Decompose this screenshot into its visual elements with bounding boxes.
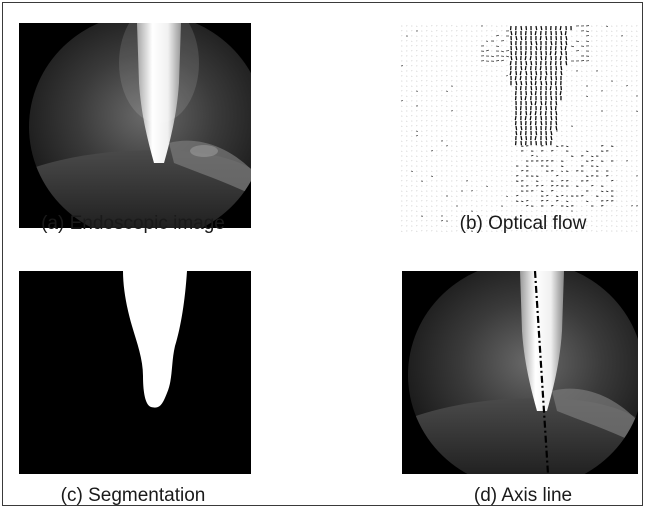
panel-endoscopic-image	[19, 23, 251, 228]
flow-vectors	[400, 25, 639, 232]
tool-axis-line	[533, 271, 550, 474]
tool-mask-region	[123, 271, 187, 408]
caption-b: (b) Optical flow	[459, 213, 587, 234]
optical-flow-field	[398, 23, 640, 233]
panel-segmentation	[19, 271, 251, 474]
caption-c: (c) Segmentation	[60, 485, 206, 506]
endoscopic-image	[19, 23, 251, 228]
segmentation-mask	[19, 271, 251, 474]
figure-frame: (a) Endoscopic image (b) Optical flow (c…	[2, 2, 643, 506]
axis-line-image	[402, 271, 638, 474]
caption-a: (a) Endoscopic image	[41, 213, 225, 234]
panel-axis-line	[402, 271, 638, 474]
caption-d: (d) Axis line	[473, 485, 573, 506]
panel-optical-flow	[398, 23, 640, 233]
